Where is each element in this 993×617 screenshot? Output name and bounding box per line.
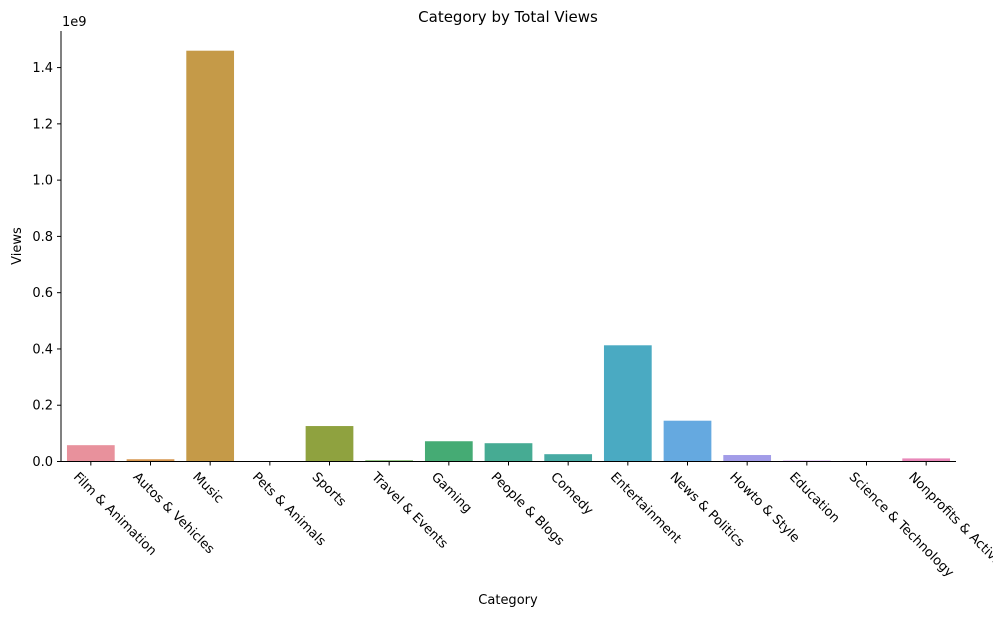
bar (902, 458, 951, 462)
bar (186, 50, 235, 462)
bar (484, 443, 533, 462)
bar (723, 455, 772, 462)
x-tick-label: Music (189, 470, 226, 507)
y-tick-label: 0.6 (32, 286, 53, 301)
x-tick-label: Comedy (547, 470, 596, 519)
bar (305, 426, 354, 462)
bar (126, 459, 175, 462)
y-axis-ticks: 0.0 0.2 0.4 0.6 0.8 1.0 1.2 1.4 (32, 61, 61, 470)
y-axis-offset-label: 1e9 (62, 15, 87, 30)
x-tick-label: Science & Technology (846, 470, 957, 581)
x-tick-label: Education (786, 470, 842, 526)
bar (663, 420, 712, 462)
bar (424, 441, 473, 462)
y-tick-label: 0.4 (32, 342, 53, 357)
x-tick-label: Sports (309, 470, 349, 510)
bar (603, 345, 652, 462)
y-tick-label: 0.8 (32, 230, 53, 245)
bar (365, 460, 414, 462)
x-axis-label: Category (478, 593, 538, 608)
bar (66, 445, 115, 462)
x-tick-label: Gaming (428, 470, 475, 517)
y-tick-label: 1.0 (32, 174, 53, 189)
chart-title: Category by Total Views (418, 8, 598, 26)
y-tick-label: 1.2 (32, 117, 53, 132)
bar (544, 454, 593, 462)
bars (66, 50, 951, 462)
y-axis-label: Views (10, 227, 25, 265)
y-tick-label: 1.4 (32, 61, 53, 76)
y-tick-label: 0.0 (32, 455, 53, 470)
y-tick-label: 0.2 (32, 399, 53, 414)
